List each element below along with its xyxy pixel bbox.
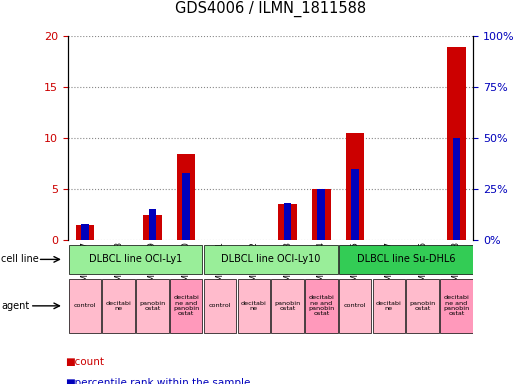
Bar [373, 279, 405, 333]
Bar [143, 215, 162, 240]
Text: control: control [209, 303, 231, 308]
Text: decitabi
ne and
panobin
ostat: decitabi ne and panobin ostat [444, 295, 470, 316]
Bar [76, 225, 94, 240]
Text: decitabi
ne and
panobin
ostat: decitabi ne and panobin ostat [173, 295, 199, 316]
Text: cell line: cell line [1, 254, 39, 265]
Bar [271, 279, 304, 333]
Bar [339, 245, 473, 274]
Text: percentile rank within the sample: percentile rank within the sample [68, 378, 251, 384]
Text: control: control [74, 303, 96, 308]
Text: decitabi
ne and
panobin
ostat: decitabi ne and panobin ostat [308, 295, 334, 316]
Bar [447, 47, 465, 240]
Bar [237, 279, 270, 333]
Bar [136, 279, 168, 333]
Bar [346, 133, 365, 240]
Text: panobin
ostat: panobin ostat [275, 301, 301, 311]
Bar [317, 189, 325, 240]
Bar [351, 169, 359, 240]
Bar [81, 224, 89, 240]
Bar [170, 279, 202, 333]
Bar [204, 279, 236, 333]
Text: decitabi
ne: decitabi ne [106, 301, 132, 311]
Text: control: control [344, 303, 367, 308]
Text: count: count [68, 357, 104, 367]
Text: agent: agent [1, 301, 29, 311]
Bar [305, 279, 337, 333]
Text: panobin
ostat: panobin ostat [139, 301, 166, 311]
Bar [312, 189, 331, 240]
Bar [177, 154, 196, 240]
Text: ■: ■ [65, 357, 75, 367]
Bar [440, 279, 473, 333]
Bar [339, 279, 371, 333]
Bar [406, 279, 439, 333]
Bar [69, 245, 202, 274]
Bar [149, 210, 156, 240]
Text: DLBCL line OCI-Ly1: DLBCL line OCI-Ly1 [89, 254, 182, 264]
Bar [183, 173, 190, 240]
Text: decitabi
ne: decitabi ne [241, 301, 267, 311]
Text: decitabi
ne: decitabi ne [376, 301, 402, 311]
Text: DLBCL line OCI-Ly10: DLBCL line OCI-Ly10 [221, 254, 321, 264]
Bar [69, 279, 101, 333]
Bar [452, 138, 460, 240]
Text: panobin
ostat: panobin ostat [410, 301, 436, 311]
Bar [283, 204, 291, 240]
Text: DLBCL line Su-DHL6: DLBCL line Su-DHL6 [357, 254, 455, 264]
Bar [278, 204, 297, 240]
Bar [204, 245, 337, 274]
Bar [103, 279, 135, 333]
Text: GDS4006 / ILMN_1811588: GDS4006 / ILMN_1811588 [175, 1, 366, 17]
Text: ■: ■ [65, 378, 75, 384]
